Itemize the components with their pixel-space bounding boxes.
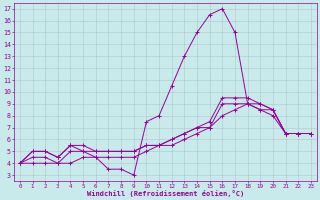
X-axis label: Windchill (Refroidissement éolien,°C): Windchill (Refroidissement éolien,°C)	[87, 190, 244, 197]
